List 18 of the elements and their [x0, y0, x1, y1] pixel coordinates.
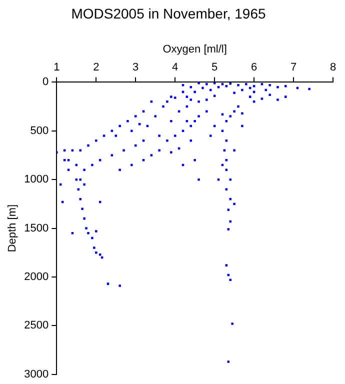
x-tick-label: 2	[93, 62, 100, 74]
y-tick-label: 0	[42, 76, 49, 88]
x-tick-label: 8	[330, 62, 336, 74]
y-tick-label: 2000	[24, 271, 49, 284]
x-axis-title: Oxygen [ml/l]	[162, 43, 227, 56]
x-tick-label: 1	[54, 62, 60, 74]
x-tick-label: 4	[172, 62, 178, 74]
x-tick-label: 5	[212, 62, 218, 74]
x-tick-label: 7	[290, 62, 297, 74]
y-tick-label: 500	[30, 124, 49, 137]
x-tick-label: 6	[250, 62, 258, 74]
y-axis-title: Depth [m]	[6, 204, 19, 252]
chart-title: MODS2005 in November, 1965	[71, 5, 266, 22]
x-tick-label: 3	[132, 62, 139, 74]
y-tick-label: 1000	[24, 174, 49, 186]
y-tick-label: 3000	[24, 368, 49, 380]
y-tick-label: 2500	[24, 320, 49, 332]
y-tick-label: 1500	[24, 222, 49, 234]
